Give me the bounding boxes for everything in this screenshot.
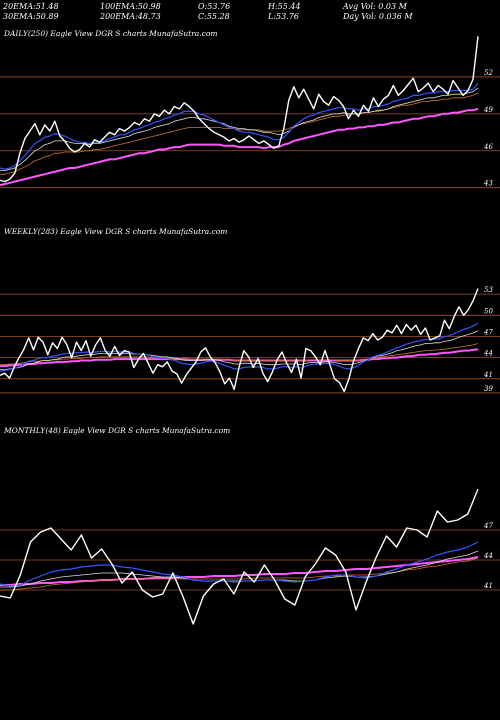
y-tick-label: 47 [483, 522, 493, 530]
ema20-readout: 20EMA:51.48 [3, 2, 59, 11]
ema-orange-line [0, 557, 479, 591]
day-vol-readout: Day Vol: 0.036 M [343, 12, 413, 21]
avg-vol-readout: Avg Vol: 0.03 M [343, 2, 407, 11]
price-line [0, 488, 479, 625]
ema-orange-line [0, 343, 479, 366]
y-tick-label: 52 [484, 69, 493, 77]
y-tick-label: 41 [483, 371, 493, 379]
y-tick-label: 46 [483, 143, 493, 151]
open-readout: O:53.76 [198, 2, 231, 11]
close-readout: C:55.28 [198, 12, 230, 21]
ema-white-line [0, 87, 479, 171]
daily-panel-label: DAILY(250) Eagle View DGR S charts Munaf… [4, 29, 218, 38]
monthly-chart: 47 44 41 [0, 488, 500, 625]
ema-white-line [0, 330, 479, 370]
ema-magenta-line [0, 556, 479, 586]
weekly-panel-label: WEEKLY(283) Eagle View DGR S charts Muna… [4, 227, 228, 236]
y-tick-label: 43 [483, 180, 493, 188]
y-tick-label: 44 [483, 350, 493, 358]
y-tick-label: 53 [484, 286, 493, 294]
y-tick-label: 39 [484, 385, 493, 393]
y-tick-label: 50 [484, 307, 493, 315]
low-readout: L:53.76 [268, 12, 299, 21]
weekly-chart: 53 50 47 44 41 39 [0, 286, 500, 394]
ema-blue-line [0, 82, 479, 170]
daily-chart: 52 49 46 43 [0, 36, 500, 189]
y-tick-label: 44 [483, 552, 493, 560]
indicator-header: 20EMA:51.48 100EMA:50.98 O:53.76 H:55.44… [0, 0, 500, 24]
monthly-panel-label: MONTHLY(48) Eagle View DGR S charts Muna… [4, 426, 231, 435]
y-tick-label: 41 [483, 582, 493, 590]
ema200-readout: 200EMA:48.73 [100, 12, 161, 21]
ema100-readout: 100EMA:50.98 [100, 2, 161, 11]
price-line [0, 36, 479, 183]
y-tick-label: 47 [483, 328, 493, 336]
ema30-readout: 30EMA:50.89 [3, 12, 59, 21]
price-line [0, 288, 479, 393]
ema-orange-line [0, 92, 479, 175]
high-readout: H:55.44 [268, 2, 301, 11]
y-tick-label: 49 [483, 106, 493, 114]
ema-magenta-line [0, 107, 479, 187]
